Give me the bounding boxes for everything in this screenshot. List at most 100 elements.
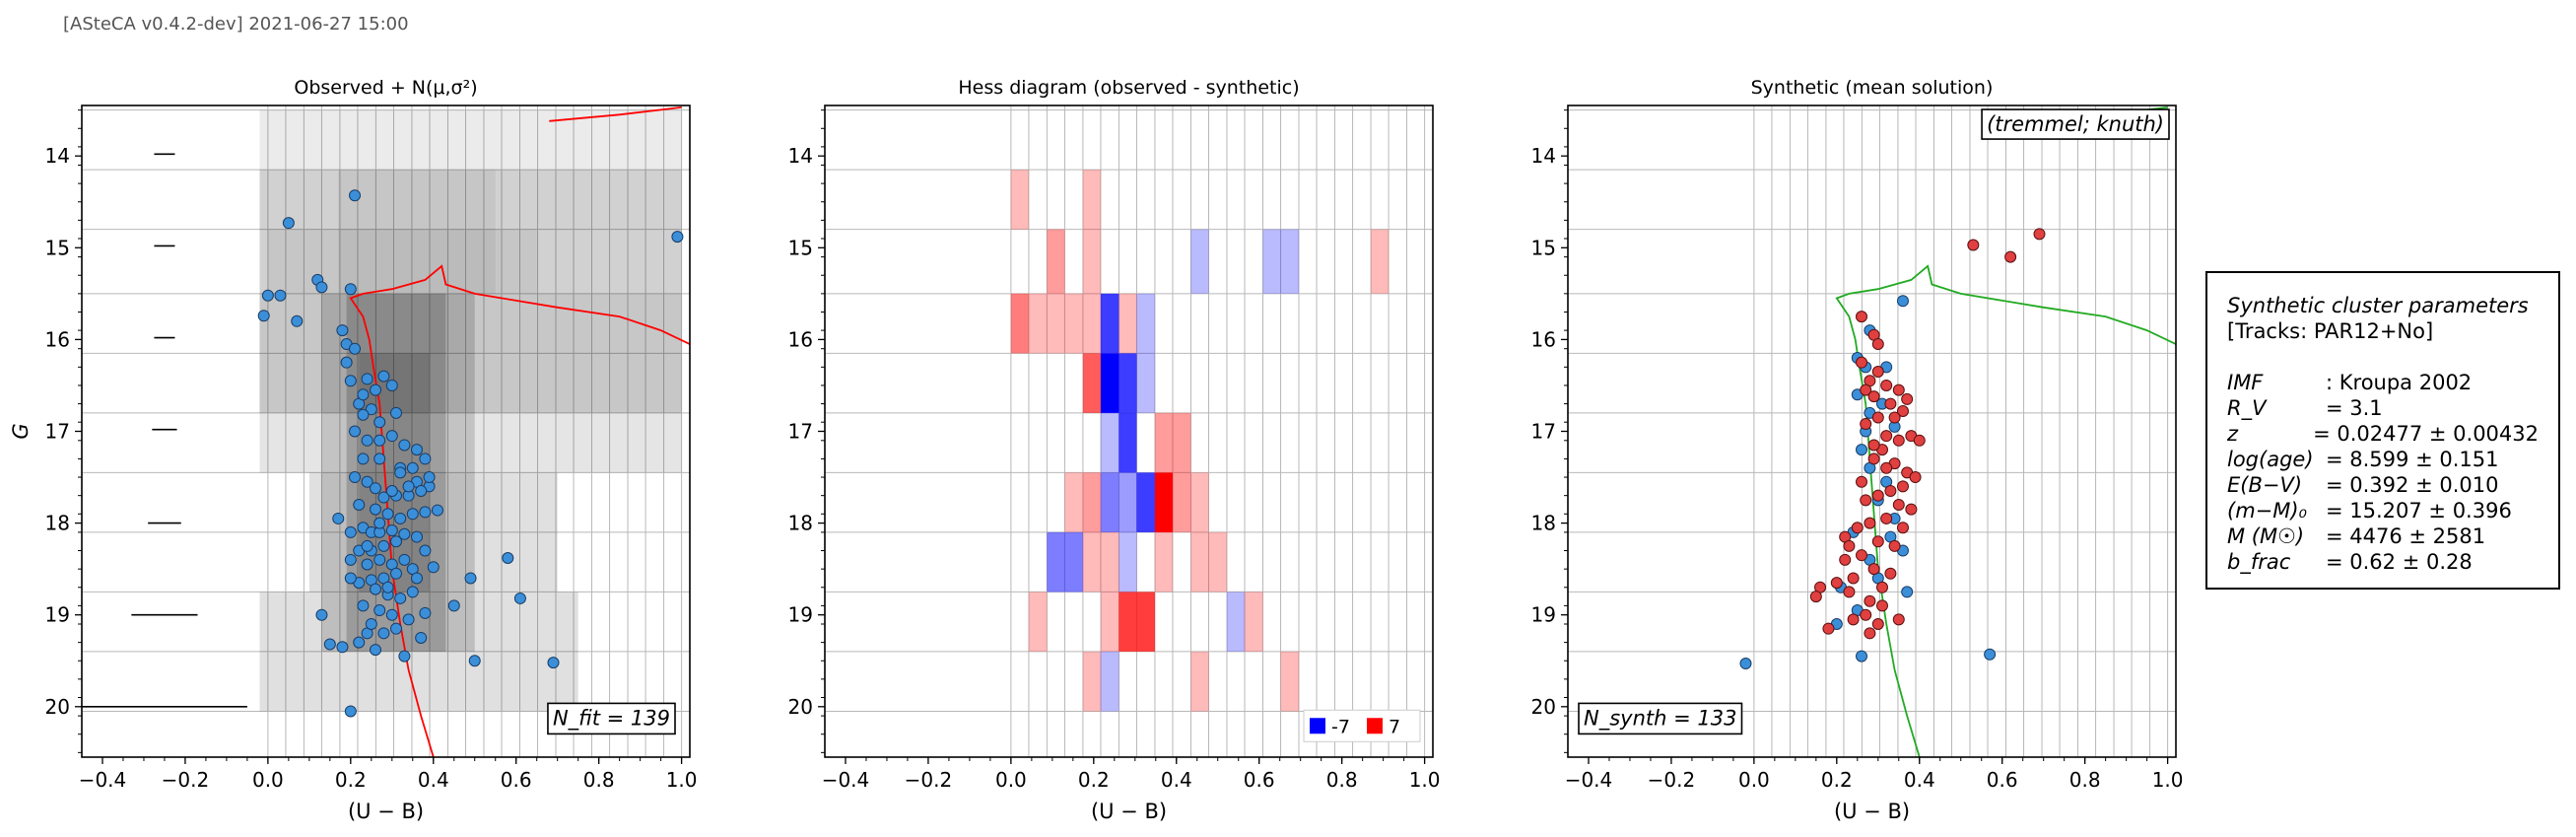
y-tick-label: 14	[45, 144, 70, 168]
synthetic-binary-star	[1913, 434, 1926, 447]
chart-title: Hess diagram (observed - synthetic)	[958, 77, 1299, 99]
star-point	[373, 453, 386, 465]
star-point	[671, 231, 684, 244]
synthetic-binary-star	[1856, 356, 1868, 369]
synthetic-binary-star	[1871, 338, 1884, 351]
hess-cell	[1136, 353, 1155, 413]
star-point	[291, 314, 304, 327]
x-tick-label: −0.4	[79, 768, 127, 792]
star-point	[377, 491, 390, 504]
hess-cell	[1226, 592, 1246, 652]
y-tick-label: 19	[45, 603, 70, 627]
annotation-box	[1981, 108, 2170, 140]
synthetic-binary-star	[1860, 494, 1872, 507]
star-point	[349, 342, 362, 355]
star-point	[389, 406, 402, 419]
x-tick-label: −0.4	[1565, 768, 1613, 792]
hess-cell	[1082, 651, 1101, 712]
synthetic-binary-star	[2033, 228, 2046, 241]
y-tick-label: 20	[45, 695, 70, 719]
hess-cell	[1028, 293, 1048, 354]
hess-cell	[1082, 353, 1101, 413]
star-point	[381, 581, 394, 593]
synthetic-binary-star	[1864, 594, 1876, 607]
hess-cell	[1190, 651, 1209, 712]
param-row: IMF: Kroupa 2002	[2227, 370, 2539, 395]
x-tick-label: 0.4	[1161, 768, 1192, 792]
synthetic-binary-star	[1892, 613, 1905, 626]
synthetic-binary-star	[1871, 618, 1884, 631]
star-point	[370, 384, 382, 396]
x-tick-label: 1.0	[1409, 768, 1441, 792]
star-point	[274, 289, 287, 302]
synthetic-binary-star	[1884, 397, 1897, 410]
isochrone-line	[1835, 264, 2177, 758]
star-point	[406, 586, 419, 598]
synthetic-binary-star	[1880, 512, 1893, 524]
synthetic-single-star	[1984, 648, 1997, 661]
synthetic-binary-star	[1884, 567, 1897, 580]
star-point	[394, 592, 407, 604]
star-point	[419, 506, 432, 519]
y-tick-label: 20	[1531, 695, 1556, 719]
synthetic-binary-star	[1909, 471, 1922, 484]
synthetic-binary-star	[1892, 434, 1905, 447]
star-point	[365, 618, 377, 631]
param-value: = 0.62 ± 0.28	[2326, 550, 2473, 574]
star-point	[336, 324, 349, 337]
hess-cell	[1100, 412, 1119, 473]
star-point	[353, 498, 366, 511]
star-point	[377, 539, 390, 552]
hess-cell	[1172, 412, 1191, 473]
hess-cell	[1190, 229, 1209, 294]
star-point	[373, 517, 386, 529]
star-point	[361, 373, 373, 385]
density-block	[259, 412, 682, 473]
synthetic-binary-star	[1843, 539, 1856, 552]
synthetic-binary-star	[1864, 627, 1876, 640]
hess-cell	[1100, 353, 1119, 413]
star-point	[406, 508, 419, 521]
param-name: (m−M)₀	[2227, 499, 2307, 523]
synthetic-binary-star	[1892, 384, 1905, 396]
synthetic-binary-star	[1830, 577, 1843, 590]
hess-cell	[1100, 472, 1119, 532]
density-block	[259, 109, 682, 171]
synthetic-binary-star	[1860, 608, 1872, 621]
star-point	[410, 444, 423, 456]
star-point	[398, 553, 411, 566]
synthetic-binary-star	[1896, 480, 1909, 493]
params-title: Synthetic cluster parameters	[2227, 294, 2529, 317]
x-tick-label: 0.0	[252, 768, 284, 792]
x-tick-label: −0.2	[162, 768, 210, 792]
param-row: log(age) = 8.599 ± 0.151	[2227, 447, 2539, 472]
hess-cell	[1245, 592, 1263, 652]
star-point	[389, 567, 402, 580]
synthetic-binary-star	[2004, 250, 2017, 263]
star-point	[344, 572, 357, 585]
param-name: E(B−V)	[2227, 473, 2303, 497]
x-tick-label: −0.2	[905, 768, 953, 792]
star-point	[370, 644, 382, 657]
star-point	[419, 606, 432, 619]
param-value: = 4476 ± 2581	[2326, 524, 2486, 548]
star-point	[406, 461, 419, 474]
star-point	[373, 553, 386, 566]
y-tick-label: 18	[1531, 512, 1556, 535]
star-point	[377, 627, 390, 640]
params-rows: IMF: Kroupa 2002 R_V = 3.1 z = 0.02477 ± 0.0…	[2227, 370, 2539, 575]
annotation-text: N_synth = 133	[1584, 706, 1736, 731]
grid-lines	[1568, 105, 2176, 757]
hess-cell	[1100, 293, 1119, 354]
hess-cell	[1136, 472, 1155, 532]
y-tick-label: 14	[1531, 144, 1556, 168]
hess-cell	[1154, 472, 1173, 532]
hess-cell	[1047, 229, 1065, 294]
synthetic-single-star	[1739, 658, 1752, 670]
legend-swatch	[1367, 718, 1383, 734]
synthetic-binary-star	[1871, 535, 1884, 548]
star-point	[394, 512, 407, 524]
star-point	[373, 434, 386, 447]
hess-cell	[1010, 293, 1029, 354]
star-point	[377, 370, 390, 383]
